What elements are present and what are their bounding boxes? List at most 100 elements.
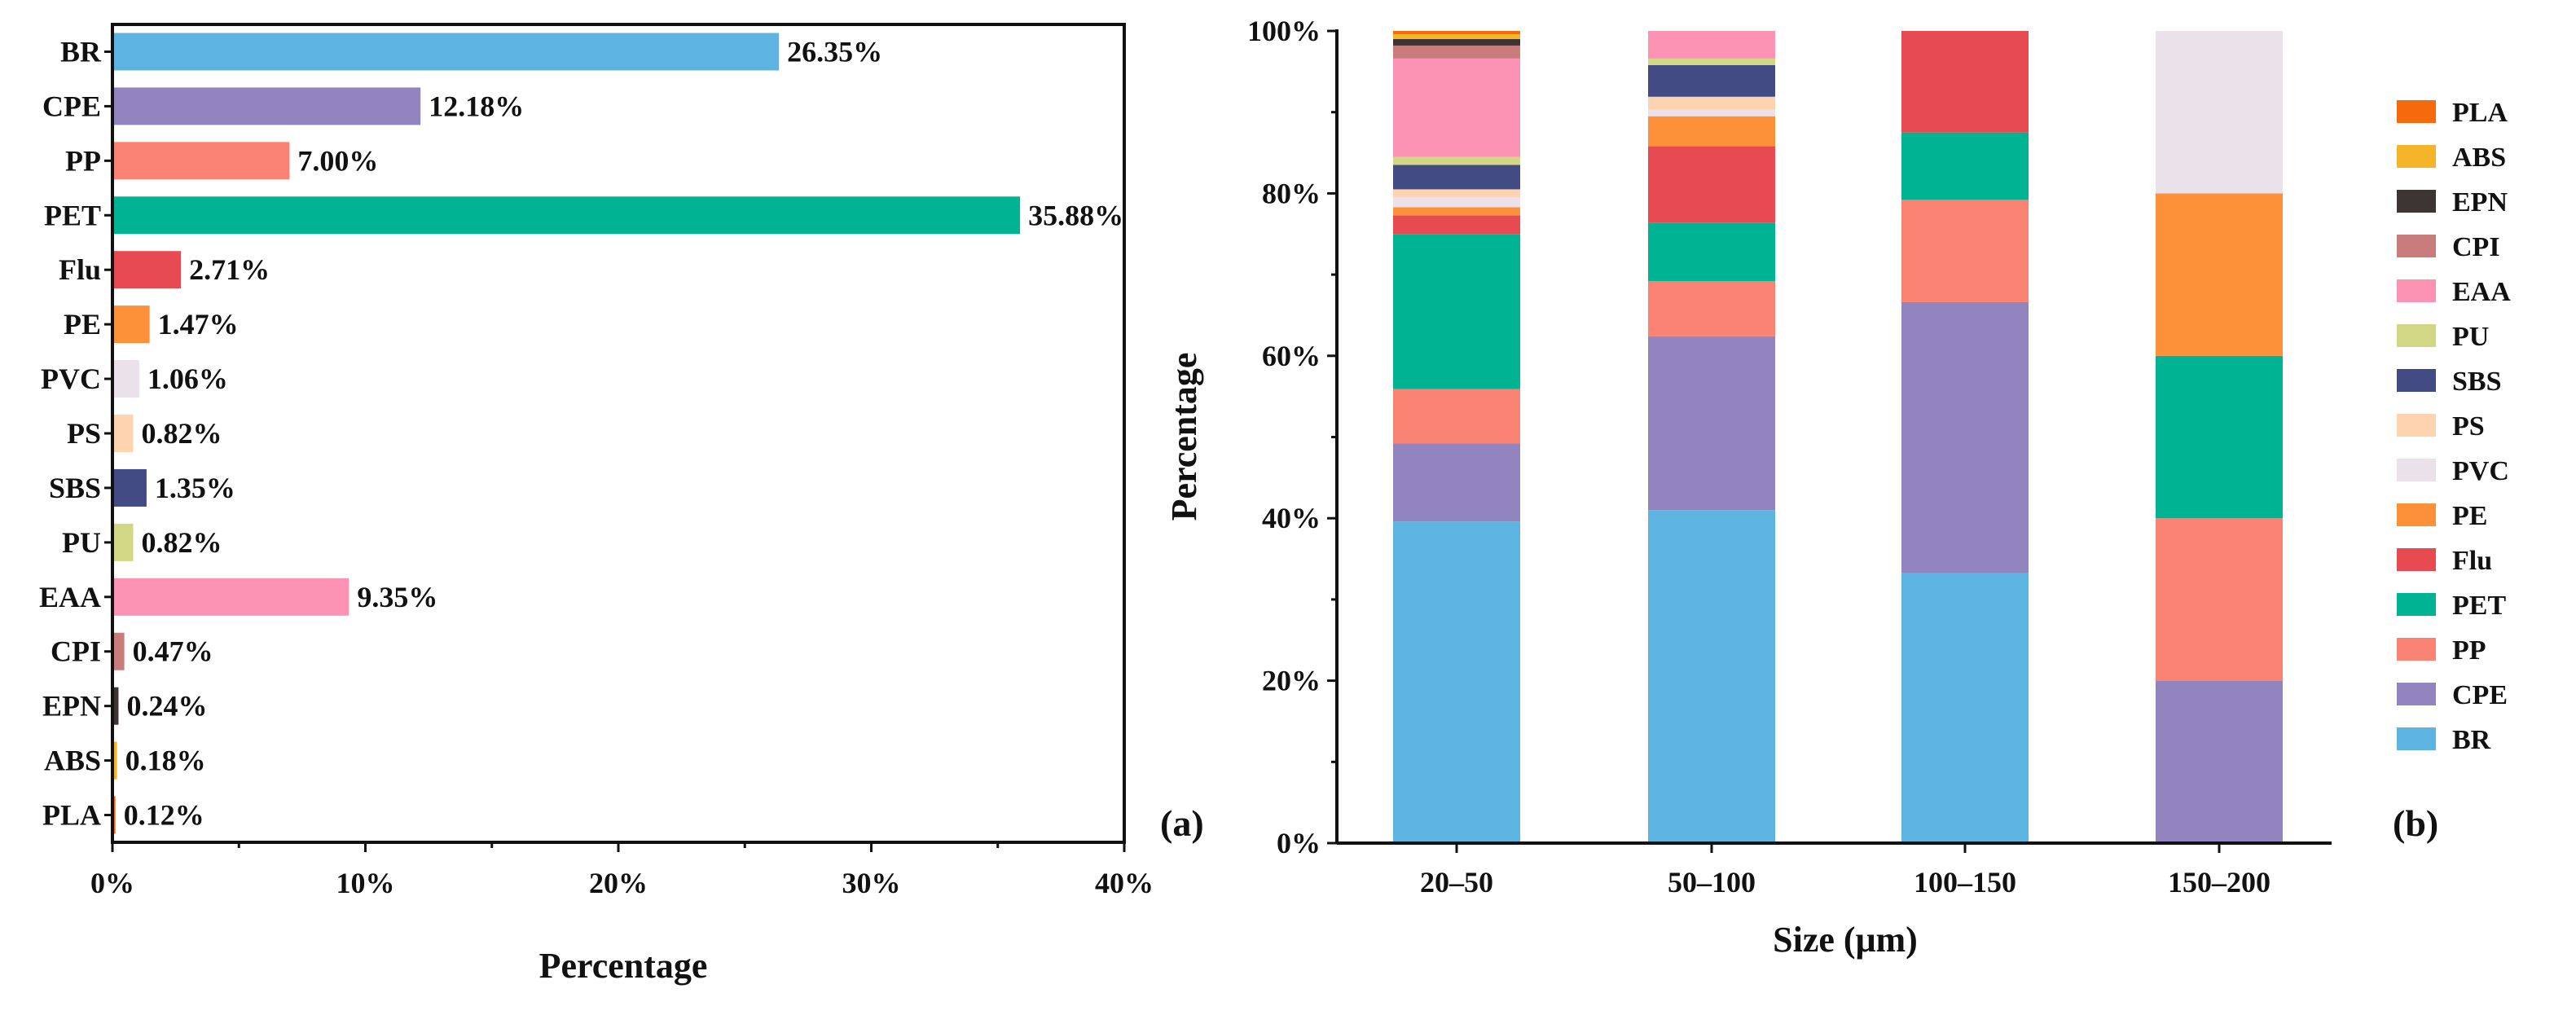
bar-pet — [112, 196, 1021, 235]
category-label-flu: Flu — [59, 253, 101, 286]
legend-swatch-pet — [2397, 593, 2436, 616]
category-label-pla: PLA — [42, 799, 101, 832]
y-tick-label: 60% — [1262, 340, 1321, 372]
segment-pe — [1648, 116, 1775, 147]
legend-label-flu: Flu — [2452, 546, 2492, 576]
category-label-pe: PE — [64, 308, 101, 341]
segment-pvc — [1393, 197, 1520, 208]
bar-abs — [112, 741, 117, 780]
chart-b-x-axis-title: Size (μm) — [1773, 920, 1918, 960]
chart-b-legend: PLA ABS EPN CPI EAA PU SBS PS PVC PE Flu PET PP CPE BR — [2397, 98, 2511, 755]
data-label-pe: 1.47% — [158, 308, 239, 341]
bar-pe — [112, 305, 150, 344]
legend-swatch-cpe — [2397, 683, 2436, 705]
legend-label-cpi: CPI — [2452, 232, 2500, 262]
segment-pet — [1901, 132, 2029, 200]
bar-pp — [112, 142, 290, 180]
segment-epn — [1393, 38, 1520, 46]
legend-swatch-pp — [2397, 638, 2436, 661]
data-label-cpe: 12.18% — [429, 90, 524, 122]
category-label-ps: PS — [67, 417, 101, 450]
legend-label-br: BR — [2452, 725, 2491, 755]
data-label-pla: 0.12% — [124, 799, 204, 832]
y-tick-label: 0% — [1277, 827, 1321, 859]
segment-pvc — [2156, 31, 2283, 194]
legend-swatch-flu — [2397, 548, 2436, 571]
chart-b-y-axis-title: Percentage — [1164, 353, 1204, 521]
category-label-sbs: SBS — [49, 472, 101, 504]
legend-swatch-pu — [2397, 324, 2436, 347]
x-tick-label: 10% — [336, 867, 395, 899]
chart-b-panel-label: (b) — [2393, 802, 2438, 844]
data-label-pvc: 1.06% — [147, 362, 228, 395]
bar-br — [112, 33, 780, 71]
chart-a-plot-frame — [111, 23, 1126, 844]
bar-flu — [112, 251, 182, 289]
segment-cpe — [2156, 680, 2283, 843]
segment-pe — [2156, 193, 2283, 356]
segment-flu — [1901, 31, 2029, 133]
segment-br — [1901, 572, 2029, 843]
y-tick-label: 80% — [1262, 177, 1321, 209]
legend-label-ps: PS — [2452, 411, 2485, 442]
x-tick-label: 100–150 — [1914, 866, 2016, 899]
legend-label-pu: PU — [2452, 322, 2489, 352]
chart-a-data-labels: 26.35% 12.18% 7.00% 35.88% 2.71% 1.47% 1.06% 0.… — [124, 35, 1123, 831]
segment-eaa — [1648, 31, 1775, 59]
bar-epn — [112, 687, 119, 725]
segment-flu — [1393, 215, 1520, 235]
legend-label-eaa: EAA — [2452, 277, 2511, 307]
x-tick-label: 40% — [1095, 867, 1154, 899]
legend-swatch-eaa — [2397, 279, 2436, 302]
category-label-cpe: CPE — [42, 90, 101, 122]
category-label-br: BR — [60, 35, 102, 68]
data-label-eaa: 9.35% — [357, 581, 437, 613]
segment-pu — [1393, 156, 1520, 165]
category-label-pet: PET — [44, 199, 101, 231]
legend-swatch-pvc — [2397, 459, 2436, 481]
bar-cpi — [112, 632, 125, 670]
data-label-pet: 35.88% — [1028, 199, 1123, 231]
legend-label-pla: PLA — [2452, 98, 2508, 128]
x-tick-label: 20% — [589, 867, 648, 899]
chart-a-x-axis-title: Percentage — [539, 946, 708, 986]
y-tick-label: 100% — [1247, 15, 1321, 47]
segment-pet — [1393, 234, 1520, 389]
segment-cpe — [1648, 336, 1775, 511]
legend-label-pp: PP — [2452, 635, 2486, 666]
legend-swatch-br — [2397, 727, 2436, 750]
segment-abs — [1393, 33, 1520, 39]
data-label-pu: 0.82% — [141, 526, 222, 559]
segment-cpe — [1901, 301, 2029, 573]
segment-cpe — [1393, 443, 1520, 522]
segment-pet — [2156, 355, 2283, 519]
legend-swatch-sbs — [2397, 369, 2436, 392]
chart-b: 0% 20% 40% 60% 80% 100% 20–50 50–100 100–150 150… — [1164, 15, 2511, 960]
legend-swatch-cpi — [2397, 235, 2436, 257]
chart-a-x-ticks: 0% 10% 20% 30% 40% — [90, 842, 1154, 899]
legend-label-sbs: SBS — [2452, 367, 2502, 397]
x-tick-label: 30% — [842, 867, 901, 899]
segment-pvc — [1648, 109, 1775, 116]
chart-b-y-ticks: 0% 20% 40% 60% 80% 100% — [1247, 15, 1337, 859]
legend-label-pvc: PVC — [2452, 456, 2509, 486]
y-tick-label: 20% — [1262, 665, 1321, 697]
x-tick-label: 20–50 — [1420, 866, 1493, 899]
segment-br — [1393, 521, 1520, 843]
segment-pp — [1648, 281, 1775, 336]
legend-label-cpe: CPE — [2452, 680, 2508, 710]
data-label-epn: 0.24% — [126, 690, 207, 723]
data-label-ps: 0.82% — [141, 417, 222, 450]
segment-sbs — [1393, 165, 1520, 190]
legend-swatch-pe — [2397, 503, 2436, 526]
segment-pe — [1393, 207, 1520, 216]
chart-a-category-labels: BR CPE PP PET Flu PE PVC PS SBS PU EAA CPI EPN ABS PLA — [39, 35, 112, 832]
legend-swatch-pla — [2397, 100, 2436, 123]
segment-pet — [1648, 222, 1775, 282]
legend-label-abs: ABS — [2452, 143, 2506, 173]
segment-cpi — [1393, 45, 1520, 59]
data-label-flu: 2.71% — [189, 253, 270, 286]
x-tick-label: 50–100 — [1668, 866, 1756, 899]
x-tick-label: 0% — [90, 867, 134, 899]
